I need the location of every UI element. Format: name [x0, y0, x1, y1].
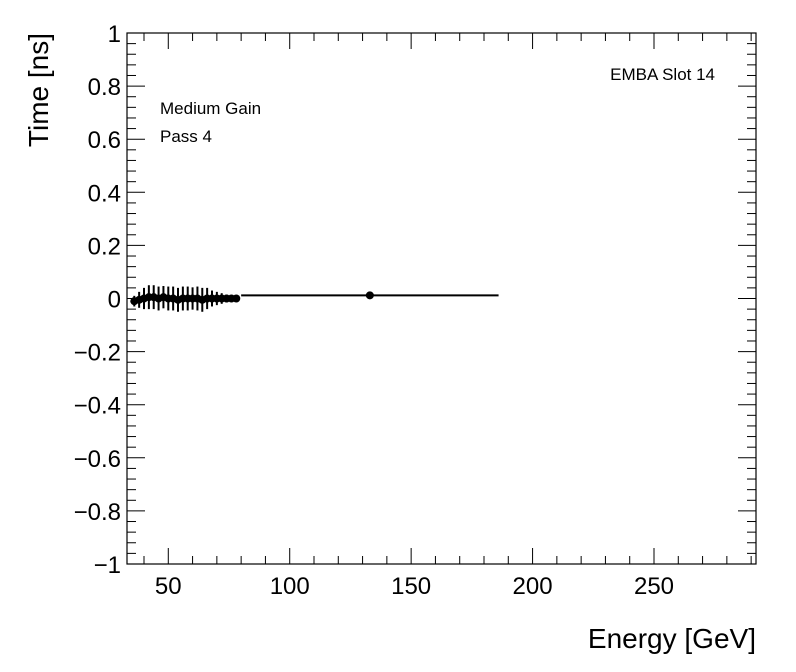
y-axis-title: Time [ns] [23, 33, 54, 147]
y-tick-label: −0.4 [74, 393, 121, 420]
point-marker [365, 291, 374, 300]
annotation-slot: EMBA Slot 14 [610, 65, 715, 84]
data-point [232, 294, 241, 303]
y-tick-label: 0.6 [88, 127, 121, 154]
x-tick-label: 200 [513, 573, 553, 600]
y-tick-label: 1 [108, 21, 121, 48]
y-tick-label: 0.8 [88, 74, 121, 101]
y-tick-label: 0.2 [88, 233, 121, 260]
annotation-pass: Pass 4 [160, 127, 212, 146]
data-point [241, 291, 499, 300]
data-points [130, 285, 499, 312]
y-tick-label: 0.4 [88, 180, 121, 207]
point-marker [232, 294, 241, 303]
x-tick-label: 150 [391, 573, 431, 600]
x-axis-title: Energy [GeV] [588, 623, 756, 654]
y-tick-label: −0.6 [74, 446, 121, 473]
x-tick-label: 100 [270, 573, 310, 600]
axis-tick-labels: 50 100 150 200 250 −1 −0.8 −0.6 −0.4 −0.2 0 0.2 0.4 0… [74, 21, 674, 600]
x-tick-label: 250 [634, 573, 674, 600]
axis-ticks [127, 32, 756, 565]
y-tick-label: 0 [108, 287, 121, 314]
y-tick-label: −0.8 [74, 499, 121, 526]
y-tick-label: −1 [94, 552, 121, 579]
x-tick-label: 50 [155, 573, 182, 600]
y-tick-label: −0.2 [74, 340, 121, 367]
annotation-gain: Medium Gain [160, 99, 261, 118]
